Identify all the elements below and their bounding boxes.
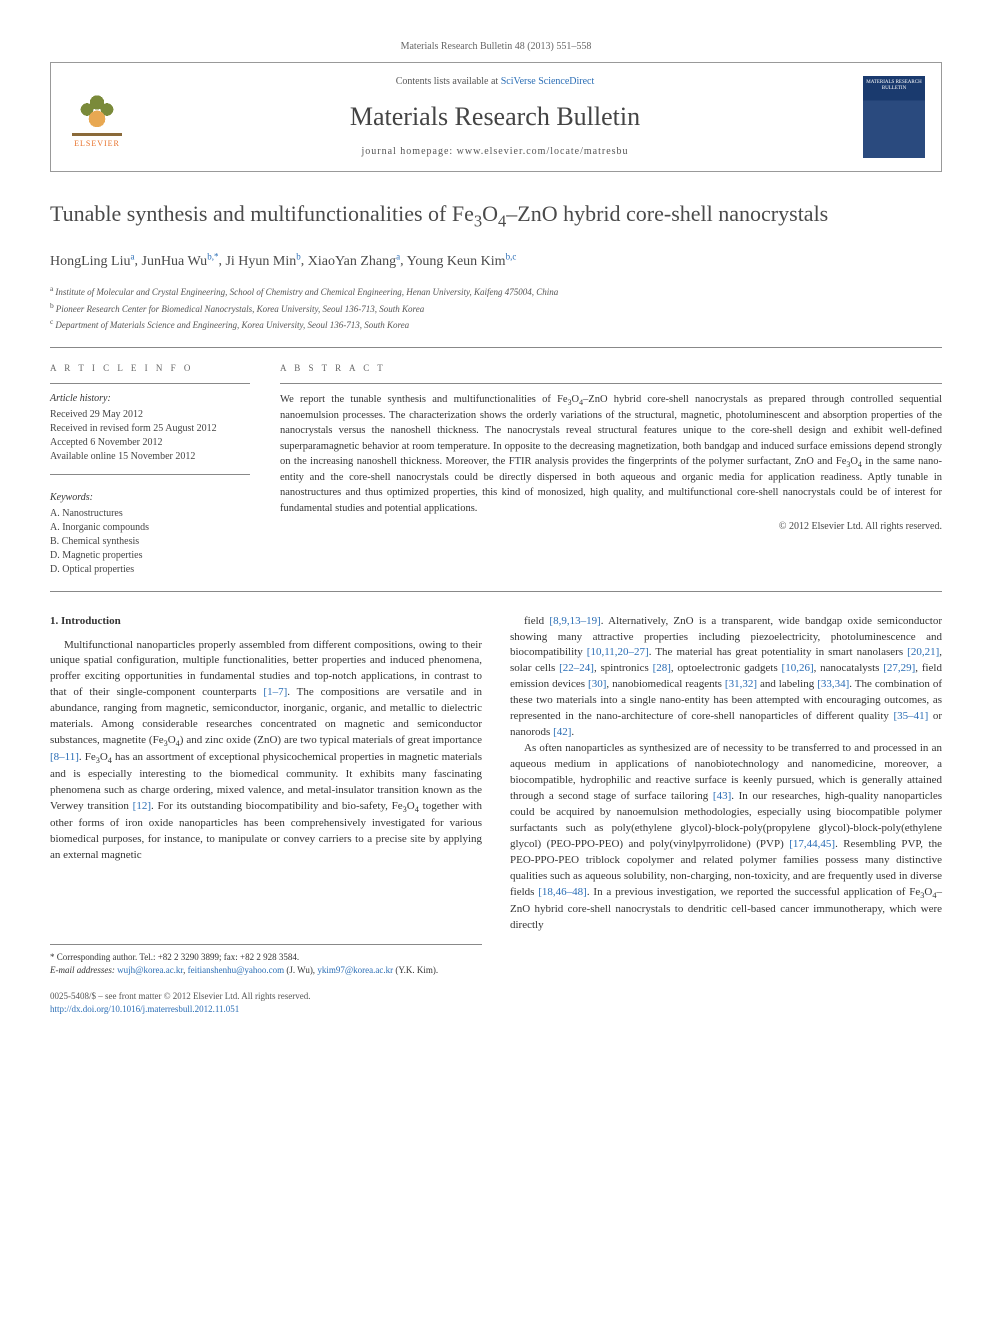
divider-abs (280, 383, 942, 384)
article-info-head: A R T I C L E I N F O (50, 362, 250, 375)
divider-info (50, 383, 250, 384)
history-item: Received 29 May 2012 (50, 408, 250, 422)
col2-para-2: As often nanoparticles as synthesized ar… (510, 741, 942, 933)
footnote-block: * Corresponding author. Tel.: +82 2 3290… (50, 944, 482, 976)
column-right: field [8,9,13–19]. Alternatively, ZnO is… (510, 614, 942, 977)
journal-cover-thumbnail: MATERIALS RESEARCH BULLETIN (863, 76, 925, 158)
homepage-prefix: journal homepage: (361, 146, 456, 157)
affiliations: aInstitute of Molecular and Crystal Engi… (50, 283, 942, 333)
issn-line: 0025-5408/$ – see front matter © 2012 El… (50, 990, 942, 1003)
keyword-item: D. Optical properties (50, 563, 250, 577)
cover-text: MATERIALS RESEARCH BULLETIN (865, 80, 923, 91)
divider-kw (50, 474, 250, 475)
author: Ji Hyun Minb (225, 254, 300, 269)
col2-para-1: field [8,9,13–19]. Alternatively, ZnO is… (510, 614, 942, 742)
contents-prefix: Contents lists available at (396, 76, 501, 87)
keyword-item: A. Inorganic compounds (50, 521, 250, 535)
divider-bottom (50, 591, 942, 592)
email-addresses[interactable]: wujh@korea.ac.kr, feitianshenhu@yahoo.co… (117, 965, 438, 975)
homepage-url[interactable]: www.elsevier.com/locate/matresbu (457, 146, 629, 157)
keyword-item: D. Magnetic properties (50, 549, 250, 563)
abstract-copyright: © 2012 Elsevier Ltd. All rights reserved… (280, 520, 942, 534)
divider-top (50, 347, 942, 348)
info-abstract-row: A R T I C L E I N F O Article history: R… (50, 362, 942, 577)
publisher-name: ELSEVIER (74, 138, 120, 149)
history-item: Accepted 6 November 2012 (50, 436, 250, 450)
affiliation: cDepartment of Materials Science and Eng… (50, 316, 942, 333)
history-item: Received in revised form 25 August 2012 (50, 422, 250, 436)
email-label: E-mail addresses: (50, 965, 115, 975)
journal-header-box: ELSEVIER Contents lists available at Sci… (50, 62, 942, 172)
contents-line: Contents lists available at SciVerse Sci… (143, 75, 847, 89)
keyword-item: A. Nanostructures (50, 507, 250, 521)
author-list: HongLing Liua, JunHua Wub,*, Ji Hyun Min… (50, 250, 942, 271)
author: Young Keun Kimb,c (407, 254, 517, 269)
intro-heading: 1. Introduction (50, 614, 482, 630)
affiliation: bPioneer Research Center for Biomedical … (50, 300, 942, 317)
elsevier-tree-icon (72, 86, 122, 136)
sciencedirect-link[interactable]: SciVerse ScienceDirect (501, 76, 595, 87)
doi-link[interactable]: http://dx.doi.org/10.1016/j.materresbull… (50, 1003, 942, 1016)
author: XiaoYan Zhanga (308, 254, 400, 269)
abstract-head: A B S T R A C T (280, 362, 942, 375)
keywords-block: Keywords: A. NanostructuresA. Inorganic … (50, 491, 250, 577)
elsevier-logo: ELSEVIER (67, 82, 127, 152)
keywords-label: Keywords: (50, 491, 250, 505)
abstract-col: A B S T R A C T We report the tunable sy… (280, 362, 942, 577)
article-info-col: A R T I C L E I N F O Article history: R… (50, 362, 250, 577)
column-left: 1. Introduction Multifunctional nanopart… (50, 614, 482, 977)
keyword-item: B. Chemical synthesis (50, 535, 250, 549)
email-line: E-mail addresses: wujh@korea.ac.kr, feit… (50, 964, 482, 977)
journal-name: Materials Research Bulletin (143, 99, 847, 135)
bottom-bar: 0025-5408/$ – see front matter © 2012 El… (50, 990, 942, 1015)
corresponding-author: * Corresponding author. Tel.: +82 2 3290… (50, 951, 482, 964)
affiliation: aInstitute of Molecular and Crystal Engi… (50, 283, 942, 300)
history-label: Article history: (50, 392, 250, 406)
body-columns: 1. Introduction Multifunctional nanopart… (50, 614, 942, 977)
author: HongLing Liua (50, 254, 135, 269)
history-item: Available online 15 November 2012 (50, 450, 250, 464)
header-citation: Materials Research Bulletin 48 (2013) 55… (50, 40, 942, 54)
intro-para-1: Multifunctional nanoparticles properly a… (50, 638, 482, 865)
article-title: Tunable synthesis and multifunctionaliti… (50, 200, 942, 232)
homepage-line: journal homepage: www.elsevier.com/locat… (143, 145, 847, 159)
journal-center: Contents lists available at SciVerse Sci… (143, 75, 847, 159)
author: JunHua Wub,* (142, 254, 219, 269)
abstract-text: We report the tunable synthesis and mult… (280, 392, 942, 516)
